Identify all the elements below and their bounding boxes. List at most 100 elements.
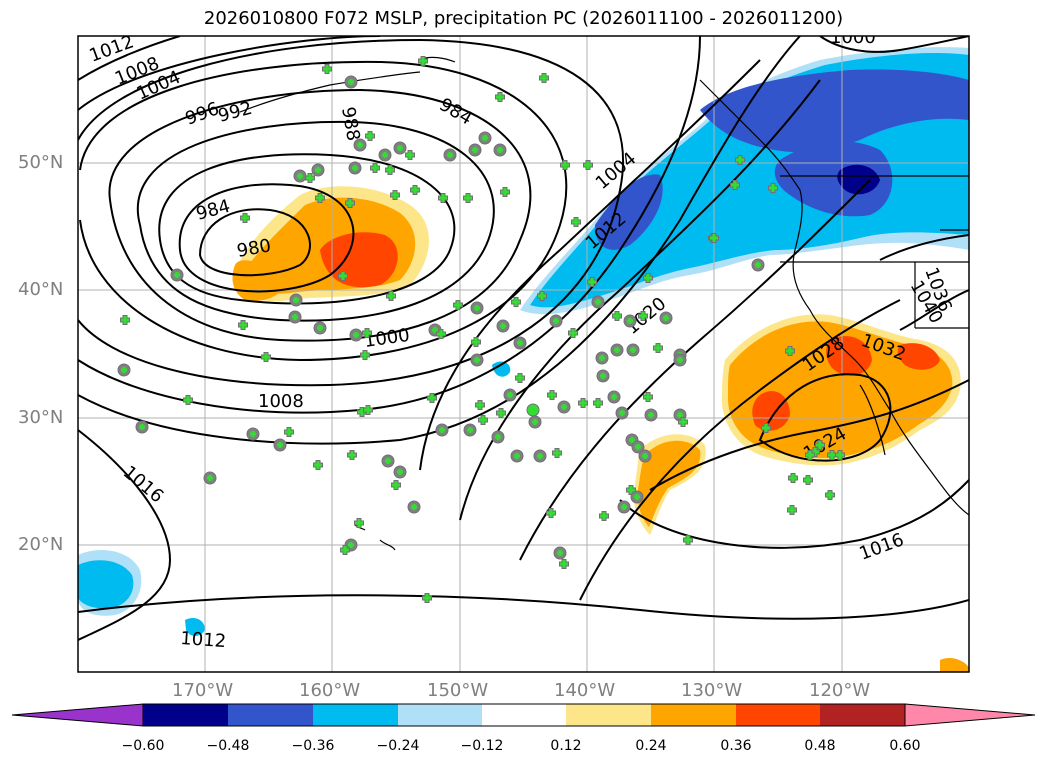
colorbar-tick: −0.36	[291, 738, 335, 754]
observation-cross-marker	[507, 392, 513, 398]
observation-cross-marker	[447, 152, 453, 158]
observation-cross-marker	[366, 132, 374, 140]
observation-cross-marker	[561, 404, 567, 410]
observation-cross-marker	[600, 373, 606, 379]
observation-cross-marker	[600, 512, 608, 520]
observation-cross-marker	[482, 135, 488, 141]
observation-cross-marker	[599, 355, 605, 361]
lat-label: 50°N	[18, 152, 64, 173]
observation-cross-marker	[548, 391, 556, 399]
observation-cross-marker	[532, 419, 538, 425]
map-title: 2026010800 F072 MSLP, precipitation PC (…	[203, 8, 844, 29]
observation-cross-marker	[495, 434, 501, 440]
observation-cross-marker	[423, 594, 431, 602]
observation-cross-marker	[642, 453, 648, 459]
observation-cross-marker	[476, 401, 484, 409]
observation-cross-marker	[679, 418, 687, 426]
colorbar-tick: 0.48	[804, 738, 836, 754]
lon-label: 160°W	[299, 680, 361, 701]
lat-label: 30°N	[18, 407, 64, 428]
observation-cross-marker	[644, 274, 652, 282]
colorbar-bin	[736, 704, 820, 726]
observation-cross-marker	[439, 427, 445, 433]
observation-cross-marker	[677, 412, 683, 418]
observation-cross-marker	[789, 474, 797, 482]
observation-cross-marker	[432, 327, 438, 333]
observation-cross-marker	[788, 506, 796, 514]
observation-cross-marker	[121, 316, 129, 324]
observation-circle-marker	[526, 403, 540, 417]
observation-cross-marker	[516, 374, 524, 382]
colorbar-bin	[820, 704, 905, 726]
observation-cross-marker	[769, 184, 777, 192]
precipitation-shading	[78, 47, 969, 672]
observation-cross-marker	[467, 427, 473, 433]
observation-cross-marker	[654, 344, 662, 352]
observation-cross-marker	[293, 297, 299, 303]
observation-cross-marker	[619, 410, 625, 416]
observation-cross-marker	[786, 347, 794, 355]
colorbar-bin	[566, 704, 651, 726]
observation-cross-marker	[644, 393, 652, 401]
observation-cross-marker	[804, 476, 812, 484]
observation-cross-marker	[514, 453, 520, 459]
isobars	[78, 36, 969, 641]
observation-cross-marker	[496, 93, 504, 101]
observation-cross-marker	[323, 65, 331, 73]
observation-cross-marker	[139, 424, 145, 430]
observation-cross-marker	[406, 151, 414, 159]
observation-cross-marker	[397, 145, 403, 151]
observation-cross-marker	[569, 329, 577, 337]
colorbar-tick: −0.60	[121, 738, 165, 754]
observation-cross-marker	[382, 152, 388, 158]
observation-cross-marker	[437, 330, 445, 338]
observation-cross-marker	[634, 494, 640, 500]
observation-cross-marker	[348, 542, 354, 548]
observation-cross-marker	[731, 181, 739, 189]
observation-cross-marker	[479, 416, 487, 424]
observation-cross-marker	[806, 451, 814, 459]
observation-cross-marker	[560, 560, 568, 568]
observation-cross-marker	[297, 173, 303, 179]
observation-cross-marker	[762, 424, 770, 432]
colorbar-tick: 0.36	[720, 738, 752, 754]
observation-cross-marker	[411, 186, 419, 194]
observation-cross-marker	[538, 292, 546, 300]
coastline	[239, 56, 969, 551]
observation-cross-marker	[497, 147, 503, 153]
observation-cross-marker	[517, 340, 523, 346]
observation-cross-marker	[371, 164, 379, 172]
observation-cross-marker	[316, 194, 324, 202]
colorbar-bin	[398, 704, 482, 726]
observation-cross-marker	[826, 491, 834, 499]
observation-cross-marker	[391, 191, 399, 199]
observation-cross-marker	[595, 299, 601, 305]
lon-label: 170°W	[172, 680, 234, 701]
observation-cross-marker	[635, 444, 641, 450]
observation-cross-marker	[553, 318, 559, 324]
observation-cross-marker	[474, 305, 480, 311]
observation-cross-marker	[364, 406, 372, 414]
observation-cross-marker	[348, 451, 356, 459]
observation-cross-marker	[639, 312, 647, 320]
observation-cross-marker	[501, 188, 509, 196]
observation-cross-marker	[352, 165, 358, 171]
observation-cross-marker	[648, 412, 654, 418]
observation-cross-marker	[292, 314, 298, 320]
observation-cross-marker	[474, 357, 480, 363]
observation-cross-marker	[547, 509, 555, 517]
observation-cross-marker	[613, 312, 621, 320]
observation-cross-marker	[836, 451, 844, 459]
lon-label: 120°W	[809, 680, 871, 701]
observation-cross-marker	[387, 292, 395, 300]
observation-cross-marker	[392, 481, 400, 489]
observation-cross-marker	[363, 329, 371, 337]
observation-cross-marker	[755, 262, 761, 268]
lat-label: 20°N	[18, 534, 64, 555]
observation-cross-marker	[472, 147, 478, 153]
observation-cross-marker	[411, 504, 417, 510]
colorbar-bin	[313, 704, 398, 726]
colorbar-tick: 0.24	[635, 738, 667, 754]
observation-cross-marker	[663, 315, 669, 321]
